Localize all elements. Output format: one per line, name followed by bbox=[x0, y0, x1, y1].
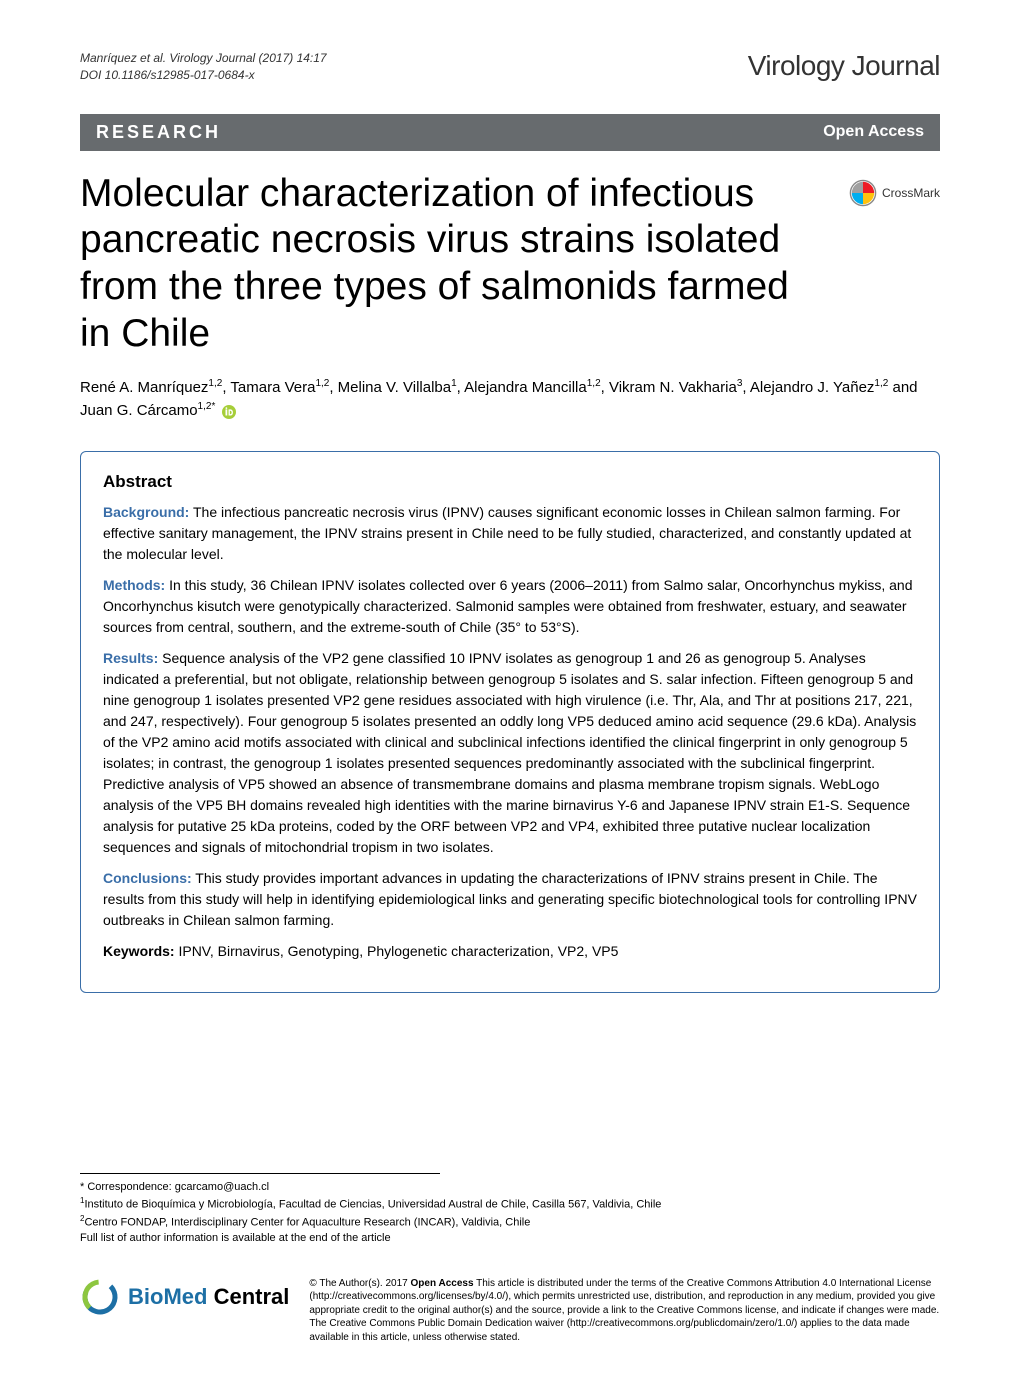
footer-area: * Correspondence: gcarcamo@uach.cl 1Inst… bbox=[80, 1173, 940, 1344]
license-prefix: © The Author(s). 2017 bbox=[309, 1278, 410, 1289]
affiliation-1-text: Instituto de Bioquímica y Microbiología,… bbox=[84, 1199, 661, 1211]
abstract-results: Results: Sequence analysis of the VP2 ge… bbox=[103, 648, 917, 858]
abstract-conclusions: Conclusions: This study provides importa… bbox=[103, 868, 917, 931]
abstract-heading: Abstract bbox=[103, 472, 917, 492]
license-text: © The Author(s). 2017 Open Access This a… bbox=[309, 1277, 940, 1345]
abstract-background: Background: The infectious pancreatic ne… bbox=[103, 502, 917, 565]
article-type-banner: RESEARCH Open Access bbox=[80, 114, 940, 151]
citation-block: Manríquez et al. Virology Journal (2017)… bbox=[80, 50, 327, 84]
authors-list: René A. Manríquez1,2, Tamara Vera1,2, Me… bbox=[80, 376, 940, 423]
abstract-keywords: Keywords: IPNV, Birnavirus, Genotyping, … bbox=[103, 941, 917, 962]
page-container: Manríquez et al. Virology Journal (2017)… bbox=[0, 0, 1020, 1384]
keywords-label: Keywords: bbox=[103, 943, 175, 959]
affiliation-1: 1Instituto de Bioquímica y Microbiología… bbox=[80, 1195, 940, 1213]
footnote-rule bbox=[80, 1173, 440, 1174]
citation-line1: Manríquez et al. Virology Journal (2017)… bbox=[80, 50, 327, 67]
article-type-label: RESEARCH bbox=[96, 122, 221, 143]
crossmark-badge[interactable]: CrossMark bbox=[849, 179, 940, 207]
biomed-central-text: BioMed Central bbox=[128, 1284, 289, 1310]
footnotes: * Correspondence: gcarcamo@uach.cl 1Inst… bbox=[80, 1180, 940, 1247]
correspondence-line: * Correspondence: gcarcamo@uach.cl bbox=[80, 1180, 940, 1195]
affiliation-2-text: Centro FONDAP, Interdisciplinary Center … bbox=[84, 1217, 530, 1229]
keywords-text: IPNV, Birnavirus, Genotyping, Phylogenet… bbox=[175, 943, 619, 959]
conclusions-text: This study provides important advances i… bbox=[103, 870, 917, 928]
orcid-icon[interactable] bbox=[222, 404, 236, 418]
article-title: Molecular characterization of infectious… bbox=[80, 171, 829, 358]
methods-label: Methods: bbox=[103, 577, 165, 593]
header-top: Manríquez et al. Virology Journal (2017)… bbox=[80, 50, 940, 84]
methods-text: In this study, 36 Chilean IPNV isolates … bbox=[103, 577, 913, 635]
crossmark-label: CrossMark bbox=[882, 186, 940, 200]
journal-brand: Virology Journal bbox=[748, 50, 940, 82]
crossmark-icon bbox=[849, 179, 877, 207]
bottom-bar: BioMed Central © The Author(s). 2017 Ope… bbox=[80, 1277, 940, 1345]
open-access-label: Open Access bbox=[823, 123, 924, 141]
full-author-list-note: Full list of author information is avail… bbox=[80, 1231, 940, 1246]
background-text: The infectious pancreatic necrosis virus… bbox=[103, 504, 911, 562]
biomed-central-icon bbox=[80, 1277, 120, 1317]
citation-line2: DOI 10.1186/s12985-017-0684-x bbox=[80, 67, 327, 84]
results-label: Results: bbox=[103, 650, 158, 666]
license-open-access: Open Access bbox=[411, 1278, 474, 1289]
conclusions-label: Conclusions: bbox=[103, 870, 192, 886]
affiliation-2: 2Centro FONDAP, Interdisciplinary Center… bbox=[80, 1213, 940, 1231]
authors-text: René A. Manríquez1,2, Tamara Vera1,2, Me… bbox=[80, 379, 918, 420]
abstract-methods: Methods: In this study, 36 Chilean IPNV … bbox=[103, 575, 917, 638]
abstract-box: Abstract Background: The infectious panc… bbox=[80, 451, 940, 993]
title-row: Molecular characterization of infectious… bbox=[80, 171, 940, 358]
background-label: Background: bbox=[103, 504, 189, 520]
biomed-central-logo[interactable]: BioMed Central bbox=[80, 1277, 289, 1317]
results-text: Sequence analysis of the VP2 gene classi… bbox=[103, 650, 916, 855]
